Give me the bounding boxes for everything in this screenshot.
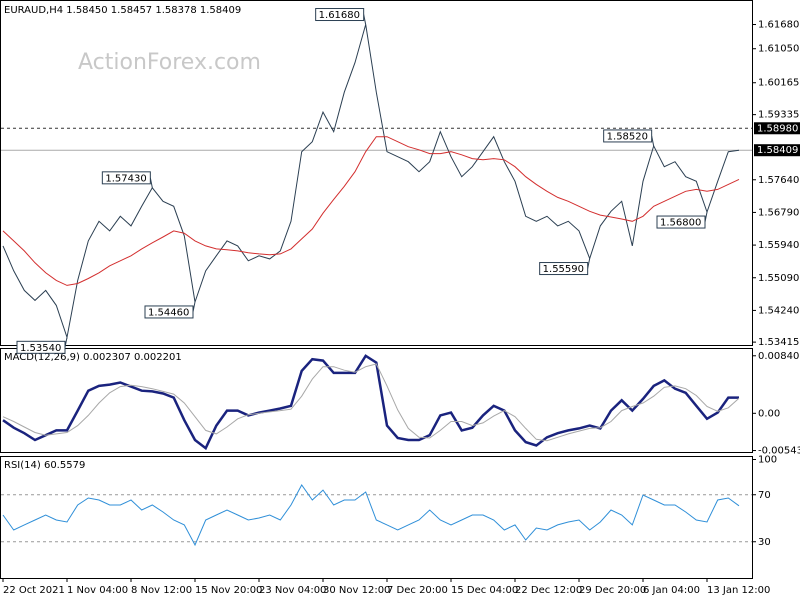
rsi-header: RSI(14) 60.5579 [4,460,85,471]
x-tick-label: 1 Nov 04:00 [67,585,128,596]
annotation-label: 1.61680 [319,10,360,21]
macd-header: MACD(12,26,9) 0.002307 0.002201 [4,352,182,363]
y-tick-label: -0.005436 [758,446,800,457]
macd-panel [0,348,753,453]
y-tick-label: 70 [758,490,771,501]
annotation-label: 1.54460 [148,307,189,318]
y-tick-label: 1.55090 [758,273,799,284]
x-tick-label: 29 Dec 20:00 [579,585,646,596]
y-tick-label: 1.53415 [758,337,799,348]
annotation-box [101,171,151,185]
x-tick-label: 6 Jan 04:00 [643,585,700,596]
annotation-label: 1.58520 [607,131,648,142]
annotation-box [144,305,194,319]
annotation-box [656,215,706,229]
y-tick-label: 1.56790 [758,207,799,218]
y-tick-label: 1.61050 [758,44,799,55]
x-tick-label: 22 Dec 12:00 [515,585,582,596]
series-line [2,363,740,442]
x-tick-label: 13 Jan 12:00 [707,585,770,596]
y-tick-label: 100 [758,455,777,466]
series-line [2,354,739,451]
x-tick-label: 15 Dec 04:00 [451,585,518,596]
annotation-box [539,262,589,276]
y-tick-label: 1.60165 [758,78,799,89]
rsi-panel [0,456,753,579]
level-label: 1.58980 [757,123,798,134]
annotation-box [16,340,66,354]
annotation-label: 1.57430 [105,173,146,184]
price-header: EURAUD,H4 1.58450 1.58457 1.58378 1.5840… [4,5,241,16]
price-panel [0,0,753,346]
x-tick-label: 23 Nov 04:00 [259,585,326,596]
x-tick-label: 8 Nov 12:00 [131,585,192,596]
annotation-label: 1.53540 [20,343,61,354]
x-tick-label: 30 Nov 12:00 [323,585,390,596]
annotation-label: 1.55590 [543,264,584,275]
y-tick-label: 30 [758,537,771,548]
watermark: ActionForex.com [78,50,261,75]
y-tick-label: 0.00 [758,408,780,419]
annotation-box [603,129,653,143]
level-box [754,122,800,135]
series-line [2,136,740,286]
current-box [754,144,800,157]
x-tick-label: 15 Nov 20:00 [195,585,262,596]
annotation-box [315,8,365,22]
x-tick-label: 22 Oct 2021 [3,585,65,596]
y-tick-label: 1.61680 [758,20,799,31]
y-tick-label: 1.54240 [758,305,799,316]
x-tick-label: 7 Dec 20:00 [387,585,448,596]
y-tick-label: 1.59335 [758,110,799,121]
annotation-label: 1.56800 [660,218,701,229]
y-tick-label: 1.55940 [758,240,799,251]
y-tick-label: 0.008402 [758,351,800,362]
y-tick-label: 1.57640 [758,175,799,186]
series-line [2,484,740,547]
current-label: 1.58409 [757,145,798,156]
series-line [2,24,740,340]
